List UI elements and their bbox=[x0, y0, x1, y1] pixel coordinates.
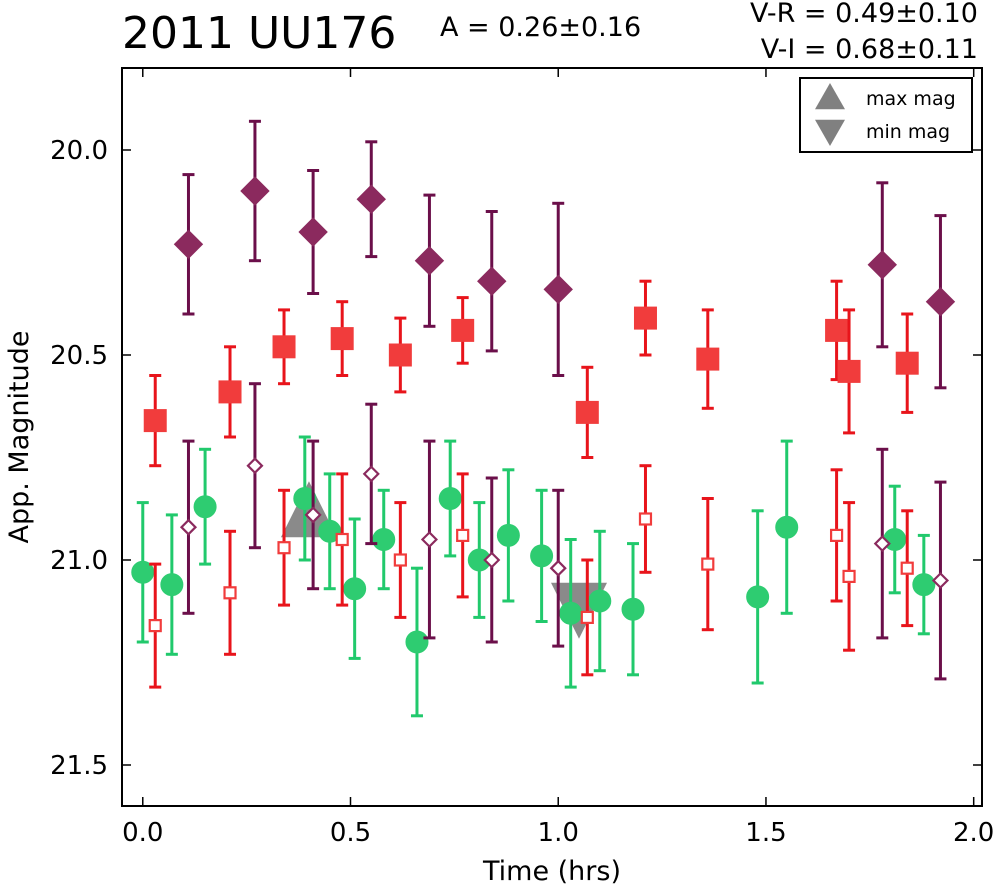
data-point-circle bbox=[293, 487, 317, 510]
data-point-square bbox=[842, 569, 856, 584]
data-point-square bbox=[330, 327, 354, 351]
data-point-circle bbox=[588, 589, 612, 613]
legend-marker-triangle-up bbox=[815, 83, 845, 110]
data-point-circle bbox=[438, 487, 462, 510]
data-point-diamond bbox=[549, 559, 567, 577]
y-axis-label: App. Magnitude bbox=[4, 331, 35, 544]
data-point-square bbox=[456, 528, 470, 543]
data-point-square bbox=[272, 335, 296, 359]
data-point-circle bbox=[160, 573, 184, 597]
data-point-diamond bbox=[304, 506, 322, 524]
data-point-square bbox=[393, 553, 407, 567]
x-axis-label: Time (hrs) bbox=[482, 856, 621, 887]
x-tick-label: 1.5 bbox=[745, 818, 786, 848]
data-point-circle bbox=[559, 601, 583, 625]
x-tick-label: 0.5 bbox=[330, 818, 371, 848]
data-point-square bbox=[143, 409, 167, 433]
data-point-circle bbox=[530, 544, 554, 568]
x-tick-label: 2.0 bbox=[953, 818, 994, 848]
data-point-circle bbox=[372, 528, 396, 551]
data-point-square bbox=[223, 586, 237, 600]
legend-label: max mag bbox=[866, 88, 956, 110]
data-point-square bbox=[895, 351, 919, 375]
data-point-square bbox=[825, 318, 849, 342]
data-point-square bbox=[335, 532, 349, 547]
data-point-square bbox=[701, 557, 715, 571]
data-point-square bbox=[148, 618, 162, 633]
data-point-square bbox=[580, 610, 594, 625]
x-tick-label: 0.0 bbox=[122, 818, 163, 848]
data-point-square bbox=[638, 512, 653, 526]
data-point-diamond bbox=[173, 229, 204, 260]
x-tick-label: 1.0 bbox=[538, 818, 579, 848]
color-index-vi: V-I = 0.68±0.11 bbox=[760, 34, 978, 65]
data-point-diamond bbox=[867, 250, 897, 280]
legend-marker-triangle-down bbox=[815, 119, 845, 146]
data-point-square bbox=[900, 561, 914, 575]
y-tick-label: 21.0 bbox=[50, 546, 108, 576]
data-point-square bbox=[837, 359, 861, 383]
data-point-square bbox=[388, 343, 412, 367]
data-point-square bbox=[696, 347, 720, 371]
y-tick-label: 20.0 bbox=[50, 136, 108, 166]
data-point-circle bbox=[775, 515, 799, 539]
data-point-circle bbox=[621, 597, 645, 621]
data-point-square bbox=[451, 318, 475, 342]
data-point-diamond bbox=[931, 571, 950, 590]
data-point-diamond bbox=[179, 518, 198, 536]
data-point-diamond bbox=[543, 274, 573, 305]
data-point-circle bbox=[343, 577, 367, 601]
data-point-diamond bbox=[477, 266, 507, 296]
plot-frame bbox=[121, 67, 983, 807]
data-point-circle bbox=[496, 523, 520, 547]
data-point-diamond bbox=[356, 184, 386, 214]
chart-title: 2011 UU176 bbox=[122, 8, 397, 59]
data-point-square bbox=[829, 528, 844, 543]
data-point-diamond bbox=[420, 530, 438, 549]
data-point-square bbox=[575, 400, 599, 424]
data-point-square bbox=[633, 306, 657, 330]
data-point-diamond bbox=[240, 176, 270, 206]
amplitude-label: A = 0.26±0.16 bbox=[440, 12, 642, 43]
data-point-diamond bbox=[483, 551, 501, 569]
data-point-diamond bbox=[362, 465, 380, 483]
data-point-diamond bbox=[298, 217, 328, 247]
data-point-diamond bbox=[873, 535, 891, 553]
data-point-diamond bbox=[414, 245, 445, 276]
data-point-square bbox=[277, 541, 291, 555]
legend-label: min mag bbox=[866, 121, 950, 143]
data-point-circle bbox=[193, 495, 217, 519]
data-point-diamond bbox=[925, 286, 956, 317]
y-tick-label: 20.5 bbox=[50, 341, 108, 371]
y-tick-label: 21.5 bbox=[50, 751, 108, 781]
color-index-vr: V-R = 0.49±0.10 bbox=[749, 0, 978, 29]
data-point-circle bbox=[912, 573, 936, 597]
data-point-diamond bbox=[246, 457, 264, 475]
data-point-circle bbox=[746, 585, 770, 609]
data-point-square bbox=[218, 380, 242, 404]
data-point-circle bbox=[405, 630, 429, 654]
